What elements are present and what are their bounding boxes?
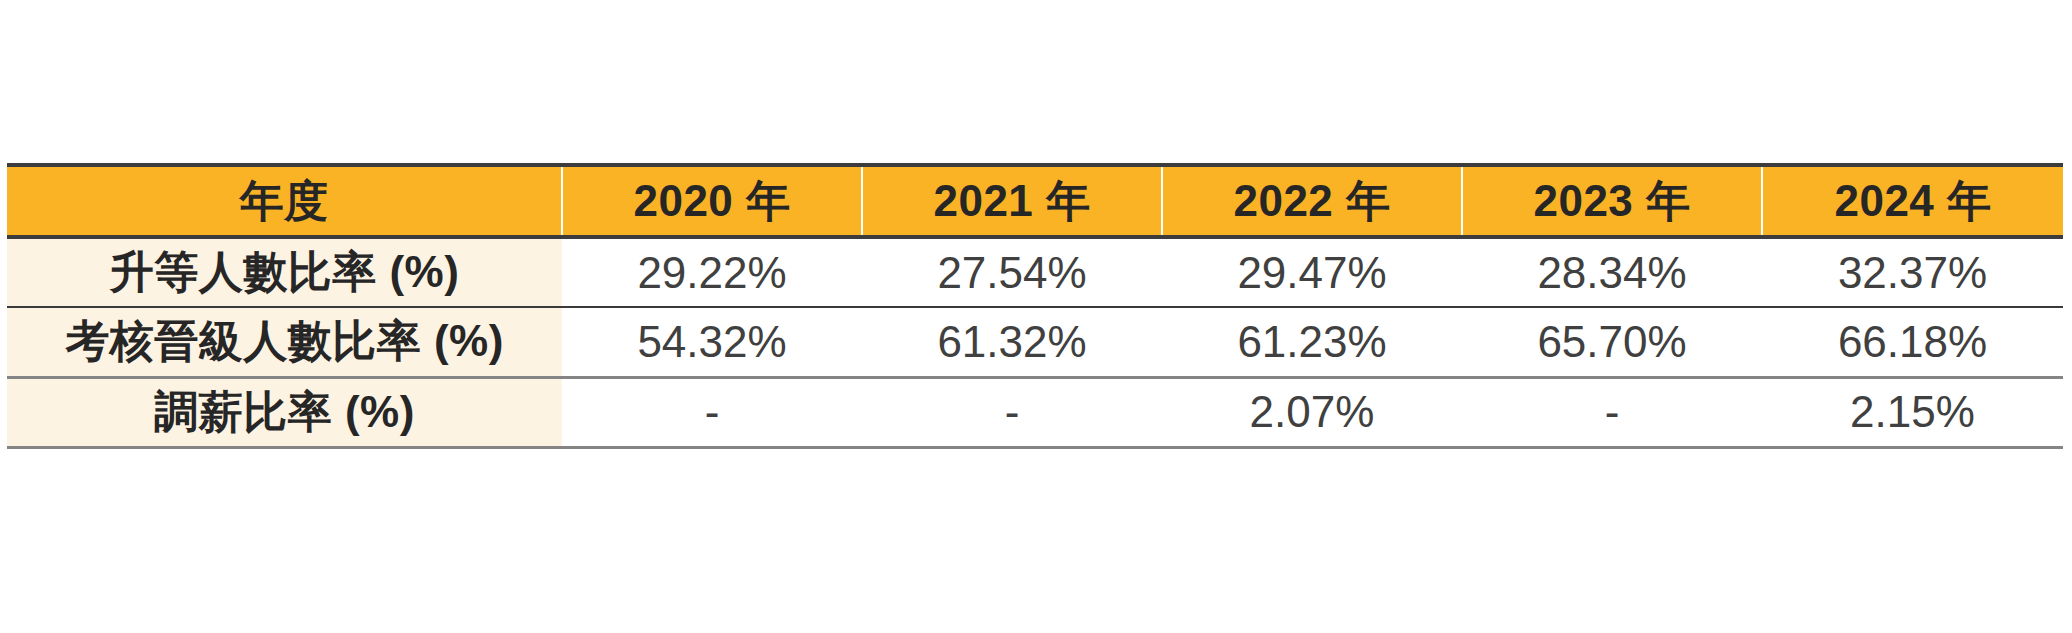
data-cell: - — [562, 377, 862, 447]
data-cell: 2.07% — [1162, 377, 1462, 447]
data-cell: 29.47% — [1162, 237, 1462, 307]
data-cell: 61.32% — [862, 307, 1162, 377]
data-cell: 32.37% — [1762, 237, 2063, 307]
header-cell-2020: 2020 年 — [562, 165, 862, 237]
header-cell-2021: 2021 年 — [862, 165, 1162, 237]
data-cell: 29.22% — [562, 237, 862, 307]
header-cell-2022: 2022 年 — [1162, 165, 1462, 237]
table-row-promotion-rate: 升等人數比率 (%) 29.22% 27.54% 29.47% 28.34% 3… — [7, 237, 2063, 307]
header-cell-2024: 2024 年 — [1762, 165, 2063, 237]
header-cell-year-label: 年度 — [7, 165, 562, 237]
data-cell: 65.70% — [1462, 307, 1762, 377]
row-label-salary-adjustment-rate: 調薪比率 (%) — [7, 377, 562, 447]
data-cell: 61.23% — [1162, 307, 1462, 377]
data-cell: 27.54% — [862, 237, 1162, 307]
data-cell: 2.15% — [1762, 377, 2063, 447]
row-label-appraisal-advancement-rate: 考核晉級人數比率 (%) — [7, 307, 562, 377]
page-canvas: 年度 2020 年 2021 年 2022 年 2023 年 2024 年 升等… — [0, 0, 2072, 633]
table-row-salary-adjustment-rate: 調薪比率 (%) - - 2.07% - 2.15% — [7, 377, 2063, 447]
data-cell: 66.18% — [1762, 307, 2063, 377]
table-header-row: 年度 2020 年 2021 年 2022 年 2023 年 2024 年 — [7, 165, 2063, 237]
data-cell: - — [1462, 377, 1762, 447]
data-cell: 54.32% — [562, 307, 862, 377]
data-cell: - — [862, 377, 1162, 447]
row-label-promotion-rate: 升等人數比率 (%) — [7, 237, 562, 307]
data-cell: 28.34% — [1462, 237, 1762, 307]
metrics-table: 年度 2020 年 2021 年 2022 年 2023 年 2024 年 升等… — [7, 163, 2063, 449]
table-row-appraisal-advancement-rate: 考核晉級人數比率 (%) 54.32% 61.32% 61.23% 65.70%… — [7, 307, 2063, 377]
header-cell-2023: 2023 年 — [1462, 165, 1762, 237]
